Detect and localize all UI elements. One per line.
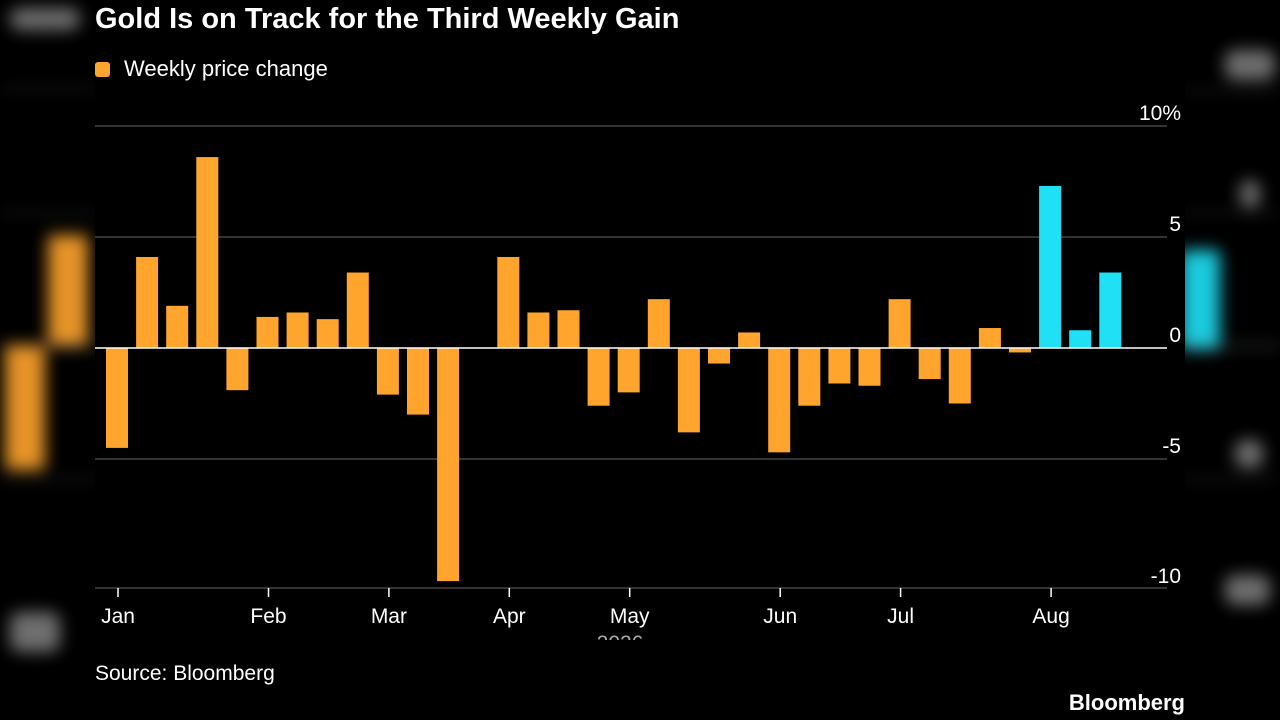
bar xyxy=(738,332,761,348)
y-tick-label: -10 xyxy=(1151,565,1181,588)
bar xyxy=(346,272,369,348)
x-tick-label: May xyxy=(610,605,650,628)
legend: Weekly price change xyxy=(95,55,328,83)
x-tick-label: Aug xyxy=(1032,605,1069,628)
year-label: 2026 xyxy=(597,632,644,640)
bar-chart: 10% 5 0 -5 -10 Jan Feb Mar Apr May Jun Jul Aug 2026 xyxy=(95,102,1181,640)
bar xyxy=(226,348,249,391)
bar xyxy=(527,312,550,348)
legend-label: Weekly price change xyxy=(124,56,328,81)
bar xyxy=(587,348,610,406)
bar xyxy=(677,348,700,433)
bar xyxy=(497,256,520,348)
bar xyxy=(948,348,971,404)
bar xyxy=(1039,185,1062,348)
bar xyxy=(136,256,159,348)
source-note: Source: Bloomberg xyxy=(95,662,275,685)
bar xyxy=(437,348,460,582)
bar xyxy=(858,348,881,386)
bar xyxy=(286,312,309,348)
bar xyxy=(1099,272,1122,348)
bar xyxy=(828,348,851,384)
blurred-background-right xyxy=(1180,0,1280,720)
y-tick-label: 10% xyxy=(1139,102,1181,125)
y-tick-label: -5 xyxy=(1162,435,1181,458)
y-tick-label: 0 xyxy=(1169,324,1181,347)
bar xyxy=(166,305,189,348)
bar xyxy=(316,319,339,348)
bar xyxy=(106,348,128,448)
blurred-background-left xyxy=(0,0,100,720)
bar xyxy=(1069,330,1092,348)
bar xyxy=(256,316,279,348)
bar xyxy=(708,348,730,364)
bar xyxy=(1009,348,1031,353)
bar xyxy=(798,348,821,406)
bar xyxy=(196,157,219,348)
bar xyxy=(888,299,911,348)
bar xyxy=(557,310,580,348)
bar xyxy=(407,348,429,415)
chart-title: Gold Is on Track for the Third Weekly Ga… xyxy=(95,3,680,35)
bar xyxy=(617,348,640,393)
legend-swatch xyxy=(95,61,110,77)
x-tick-label: Jul xyxy=(887,605,914,628)
x-tick-label: Apr xyxy=(493,605,526,628)
bar xyxy=(376,348,399,395)
x-tick-label: Feb xyxy=(250,605,286,628)
y-tick-label: 5 xyxy=(1169,213,1181,236)
bloomberg-logo: Bloomberg xyxy=(1068,690,1185,715)
bar xyxy=(978,328,1001,348)
x-tick-label: Jan xyxy=(101,605,135,628)
x-tick-label: Jun xyxy=(763,605,797,628)
bar xyxy=(647,299,670,348)
bar xyxy=(918,348,941,380)
bar xyxy=(768,348,791,453)
chart-card: Gold Is on Track for the Third Weekly Ga… xyxy=(95,0,1185,720)
x-tick-label: Mar xyxy=(371,605,407,628)
